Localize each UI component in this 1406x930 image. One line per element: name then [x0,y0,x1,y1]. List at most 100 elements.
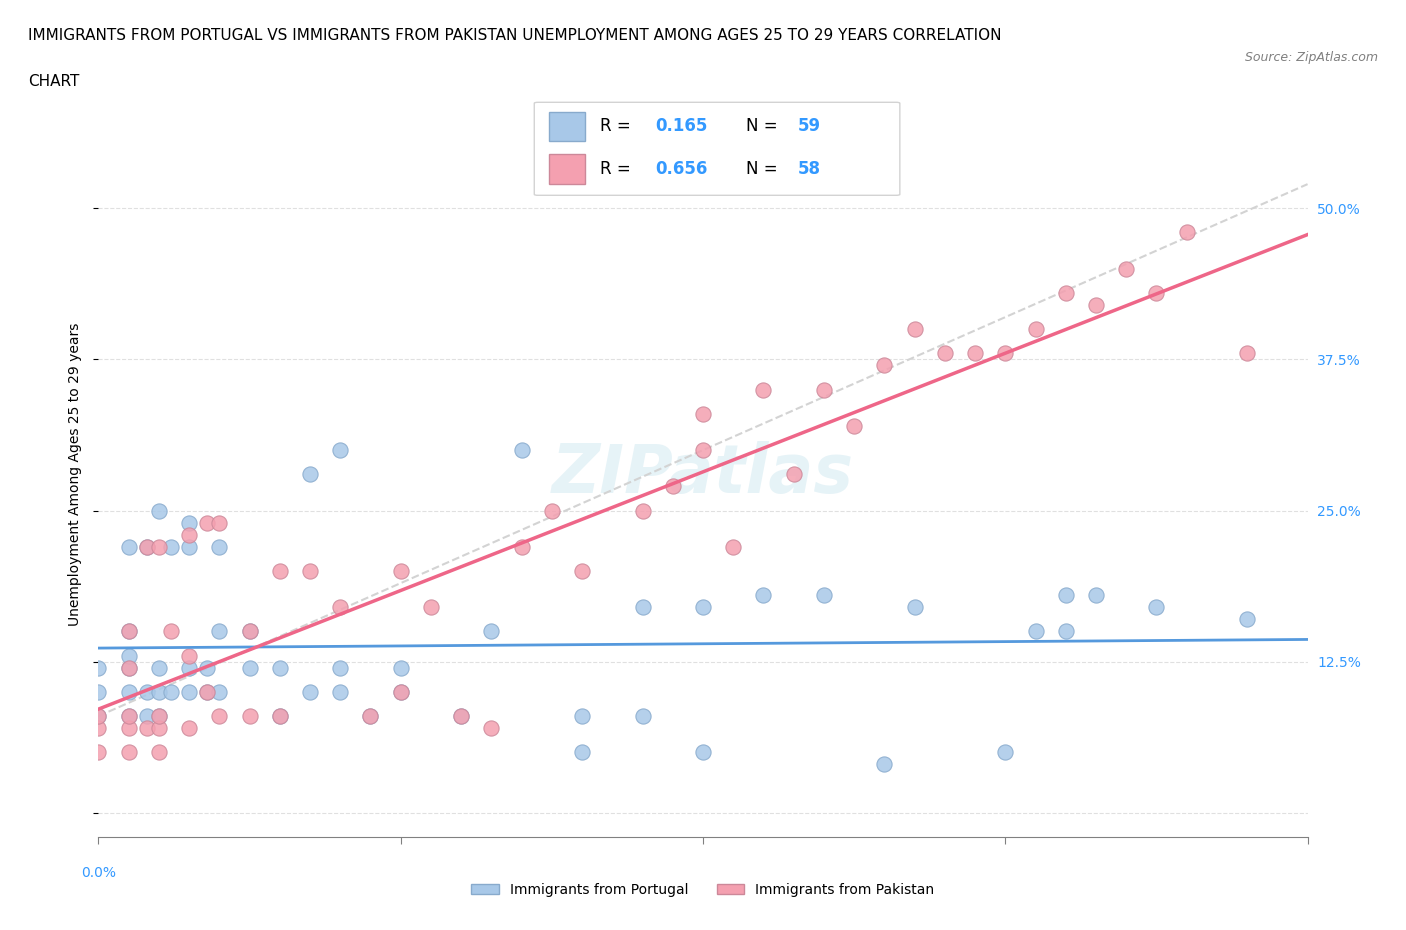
Point [269,709,291,724]
Point [510,539,533,554]
Text: 0.165: 0.165 [655,117,707,136]
Point [118,709,141,724]
Point [631,709,654,724]
Point [389,564,412,578]
Point [1236,346,1258,361]
Point [904,322,927,337]
Point [135,721,157,736]
Y-axis label: Unemployment Among Ages 25 to 29 years: Unemployment Among Ages 25 to 29 years [67,323,82,626]
Point [208,624,231,639]
Point [269,709,291,724]
Point [450,709,472,724]
Point [873,757,896,772]
Point [510,443,533,458]
Point [135,539,157,554]
Point [208,515,231,530]
Point [692,443,714,458]
Point [269,660,291,675]
Point [179,660,201,675]
Point [208,539,231,554]
Point [299,684,322,699]
Point [1085,298,1108,312]
Point [179,527,201,542]
Point [87,709,110,724]
Point [118,660,141,675]
Point [1024,322,1046,337]
Point [783,467,806,482]
Point [1085,588,1108,603]
Point [571,564,593,578]
Point [692,600,714,615]
Point [813,382,835,397]
Text: R =: R = [600,160,631,179]
Text: Source: ZipAtlas.com: Source: ZipAtlas.com [1244,51,1378,64]
Point [994,745,1017,760]
Point [540,503,562,518]
Point [723,539,745,554]
Point [329,660,352,675]
Point [195,515,218,530]
Point [87,745,110,760]
Point [1054,624,1077,639]
Point [360,709,382,724]
Point [118,709,141,724]
Point [239,624,262,639]
Text: 58: 58 [797,160,821,179]
Point [239,624,262,639]
Point [148,709,170,724]
Point [118,721,141,736]
Point [118,624,141,639]
Point [195,684,218,699]
Point [844,418,866,433]
Point [87,709,110,724]
Point [1144,286,1167,300]
Point [179,539,201,554]
Point [179,684,201,699]
Point [692,745,714,760]
Text: N =: N = [747,117,778,136]
Point [662,479,685,494]
Point [329,684,352,699]
Point [148,721,170,736]
Point [571,745,593,760]
Point [1024,624,1046,639]
Point [1236,612,1258,627]
Text: ZIPatlas: ZIPatlas [553,442,853,507]
Point [87,721,110,736]
Point [148,539,170,554]
Point [160,539,183,554]
Point [329,443,352,458]
Point [135,684,157,699]
Point [148,684,170,699]
Point [299,467,322,482]
Point [692,406,714,421]
Point [994,346,1017,361]
Point [148,503,170,518]
Point [481,624,503,639]
Point [904,600,927,615]
Point [148,660,170,675]
Point [195,684,218,699]
Point [118,745,141,760]
Point [752,588,775,603]
Point [118,660,141,675]
Point [160,624,183,639]
Text: CHART: CHART [28,74,80,89]
Point [118,684,141,699]
Point [420,600,443,615]
Point [299,564,322,578]
Point [195,660,218,675]
Point [208,684,231,699]
Point [135,539,157,554]
Point [118,539,141,554]
Point [1054,588,1077,603]
Point [160,684,183,699]
Point [389,660,412,675]
Point [179,721,201,736]
Point [752,382,775,397]
Point [87,660,110,675]
Point [481,721,503,736]
Text: R =: R = [600,117,631,136]
Point [571,709,593,724]
Point [631,503,654,518]
